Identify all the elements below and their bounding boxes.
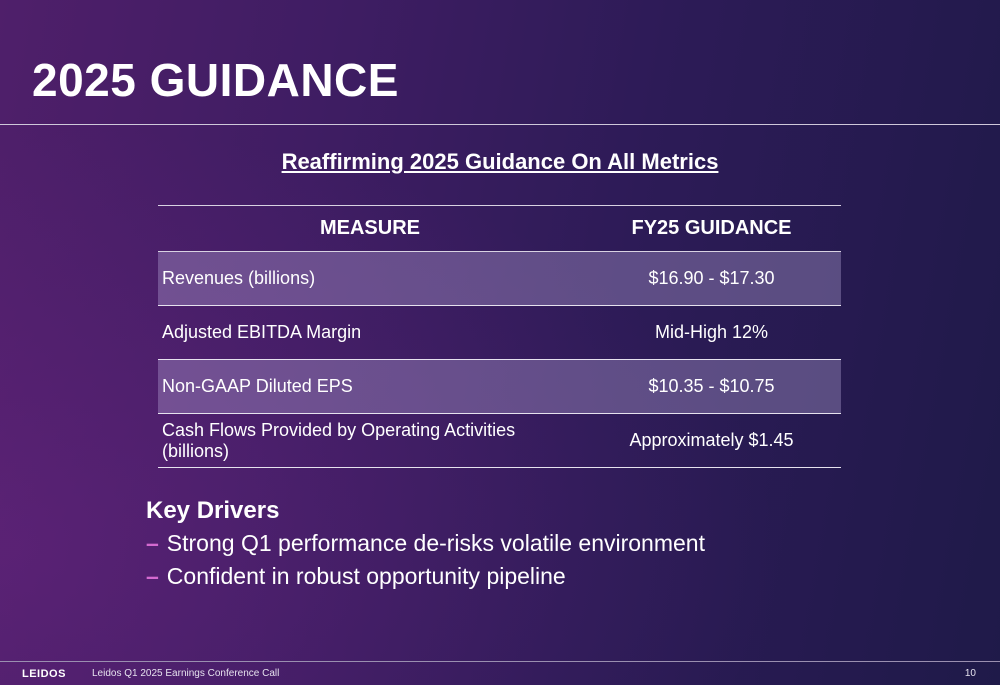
footer-text: Leidos Q1 2025 Earnings Conference Call — [92, 668, 280, 679]
header-measure: MEASURE — [158, 205, 582, 252]
title-divider — [0, 124, 1000, 125]
page-title: 2025 GUIDANCE — [32, 54, 399, 106]
row-measure: Adjusted EBITDA Margin — [158, 305, 582, 360]
key-driver-text: Confident in robust opportunity pipeline — [166, 563, 566, 589]
row-guidance: $10.35 - $10.75 — [582, 359, 841, 414]
table-row: Revenues (billions) $16.90 - $17.30 — [158, 251, 841, 306]
footer-logo: LEIDOS — [22, 668, 66, 680]
table-header-row: MEASURE FY25 GUIDANCE — [158, 205, 841, 252]
table-row: Non-GAAP Diluted EPS $10.35 - $10.75 — [158, 359, 841, 414]
key-driver-item: – Confident in robust opportunity pipelin… — [146, 560, 705, 593]
guidance-table: MEASURE FY25 GUIDANCE Revenues (billions… — [158, 205, 841, 468]
row-measure: Non-GAAP Diluted EPS — [158, 359, 582, 414]
bullet-dash: – — [146, 530, 159, 556]
key-drivers-section: Key Drivers – Strong Q1 performance de-ri… — [146, 495, 705, 593]
row-measure: Revenues (billions) — [158, 251, 582, 306]
bullet-dash: – — [146, 563, 159, 589]
table-row: Cash Flows Provided by Operating Activit… — [158, 413, 841, 468]
footer-divider — [0, 661, 1000, 662]
table-row: Adjusted EBITDA Margin Mid-High 12% — [158, 305, 841, 360]
key-driver-text: Strong Q1 performance de-risks volatile … — [166, 530, 705, 556]
row-guidance: Approximately $1.45 — [582, 413, 841, 468]
key-drivers-title: Key Drivers — [146, 497, 280, 524]
page-number: 10 — [964, 668, 976, 679]
header-fy25-guidance: FY25 GUIDANCE — [582, 205, 841, 252]
subtitle: Reaffirming 2025 Guidance On All Metrics — [281, 149, 719, 174]
key-driver-item: – Strong Q1 performance de-risks volatile… — [146, 527, 705, 560]
row-guidance: Mid-High 12% — [582, 305, 841, 360]
row-measure: Cash Flows Provided by Operating Activit… — [158, 413, 582, 468]
row-guidance: $16.90 - $17.30 — [582, 251, 841, 306]
